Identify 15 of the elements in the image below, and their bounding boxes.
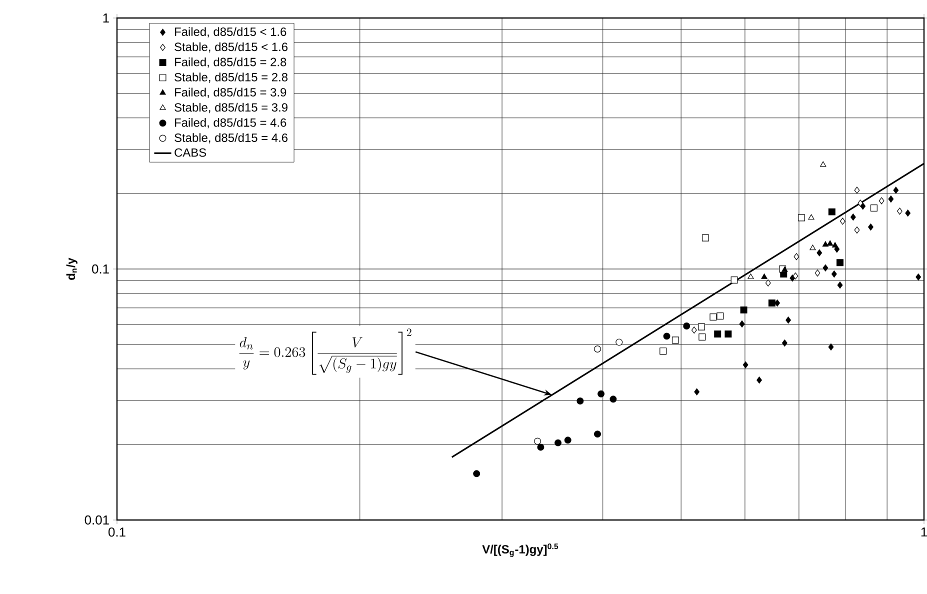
y-axis-title: d$_{n}$/y <box>66 258 78 280</box>
y-tick-label: 0.1 <box>92 264 109 274</box>
legend-label: Failed, d85/d15 < 1.6 <box>175 27 286 38</box>
legend-label: Stable, d85/d15 < 1.6 <box>174 42 288 53</box>
annotation: $\frac{d_n}{y} = 0.263\left[\frac{V}{\sqrt{(S_g-1)gy}}\right]^2$ <box>239 328 412 375</box>
legend-label: Failed, d85/d15 = 4.6 <box>175 118 286 128</box>
y-tick-label: 0.01 <box>84 515 109 525</box>
y-tick-label: 1 <box>103 14 109 22</box>
legend-label: Stable, d85/d15 = 3.9 <box>174 102 288 114</box>
legend-label: CABS <box>174 148 206 157</box>
legend-label: Failed, d85/d15 = 3.9 <box>175 88 286 98</box>
legend-label: Stable, d85/d15 = 2.8 <box>174 72 288 83</box>
legend-label: Stable, d85/d15 = 4.6 <box>174 133 288 144</box>
legend-label: Failed, d85/d15 = 2.8 <box>175 57 286 68</box>
x-axis-title: V/[(S$_{g}$-1)gy]$^{0.5}$ <box>482 544 558 557</box>
